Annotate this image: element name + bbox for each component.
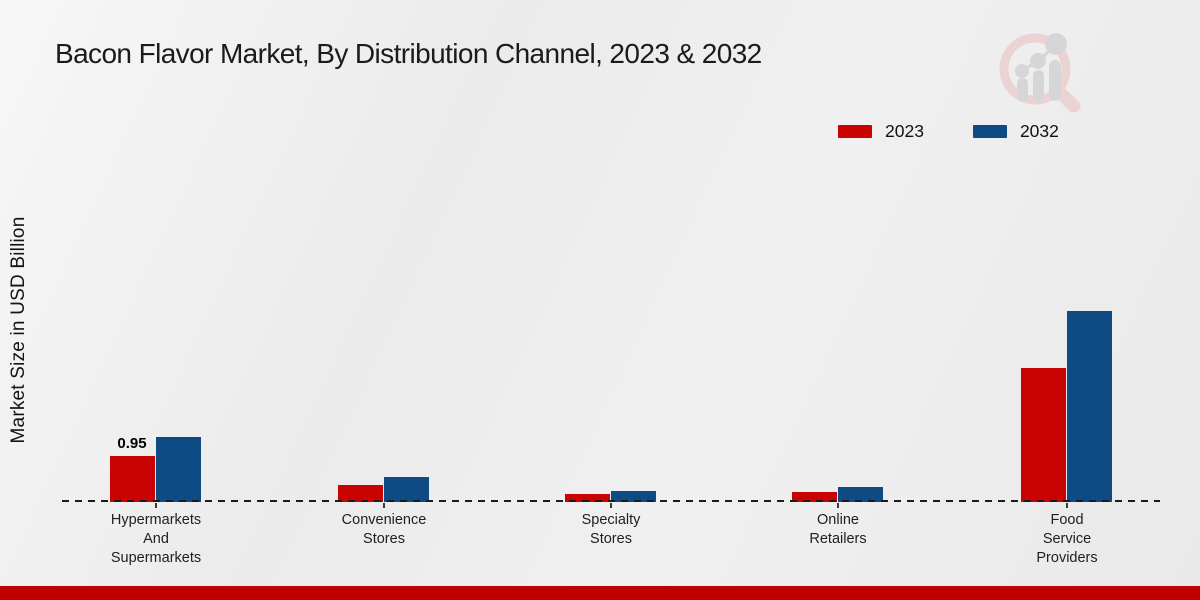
x-axis-label-line: Convenience — [341, 512, 427, 528]
x-axis-tick — [383, 503, 385, 508]
x-axis-label-line: Supermarkets — [110, 550, 202, 566]
x-axis-label-line: Hypermarkets — [110, 512, 202, 528]
x-axis-label-online-retailers: Online Retailers — [748, 511, 928, 549]
chart-title: Bacon Flavor Market, By Distribution Cha… — [55, 38, 762, 69]
magnifier-bar-chart-logo-icon — [999, 33, 1081, 112]
x-axis-label-line: Specialty — [581, 512, 641, 528]
bar-2032-specialty-stores — [611, 491, 656, 502]
x-axis-tick — [1066, 503, 1068, 508]
legend-label-2032: 2032 — [1019, 121, 1059, 141]
x-axis-tick — [837, 503, 839, 508]
x-axis-label-line: Stores — [363, 531, 405, 547]
x-axis-tick — [155, 503, 157, 508]
x-axis-label-line: Providers — [1036, 550, 1098, 566]
bar-value-label: 0.95 — [117, 435, 147, 452]
x-axis-label-line: Food — [1050, 512, 1084, 528]
x-axis-label-convenience-stores: Convenience Stores — [294, 511, 474, 549]
x-axis-label-line: Retailers — [809, 531, 867, 547]
x-axis-baseline — [62, 500, 1160, 502]
bar-2023-food-service-providers — [1021, 368, 1066, 502]
bar-2032-food-service-providers — [1067, 311, 1112, 502]
bar-2023-specialty-stores — [565, 494, 610, 502]
x-axis-label-food-service-providers: Food Service Providers — [977, 511, 1157, 568]
x-axis-tick — [610, 503, 612, 508]
bar-2032-online-retailers — [838, 487, 883, 502]
legend-swatch-2032 — [972, 125, 1007, 138]
bar-2023-online-retailers — [792, 492, 837, 502]
footer-red-bar — [0, 586, 1200, 600]
bar-2023-hypermarkets-and-supermarkets — [110, 456, 155, 502]
x-axis-label-line: And — [143, 531, 169, 547]
bar-2032-convenience-stores — [384, 477, 429, 502]
legend: 2023 2032 — [838, 121, 1059, 142]
x-axis-label-specialty-stores: Specialty Stores — [521, 511, 701, 549]
legend-label-2023: 2023 — [885, 121, 924, 141]
x-axis-label-line: Online — [817, 512, 859, 528]
legend-swatch-2023 — [838, 125, 872, 138]
x-axis-label-line: Service — [1042, 531, 1092, 547]
bar-2023-convenience-stores — [338, 485, 383, 502]
x-axis-label-line: Stores — [590, 531, 632, 547]
bar-2032-hypermarkets-and-supermarkets — [156, 437, 201, 502]
x-axis-label-hypermarkets-and-supermarkets: Hypermarkets And Supermarkets — [66, 511, 246, 568]
